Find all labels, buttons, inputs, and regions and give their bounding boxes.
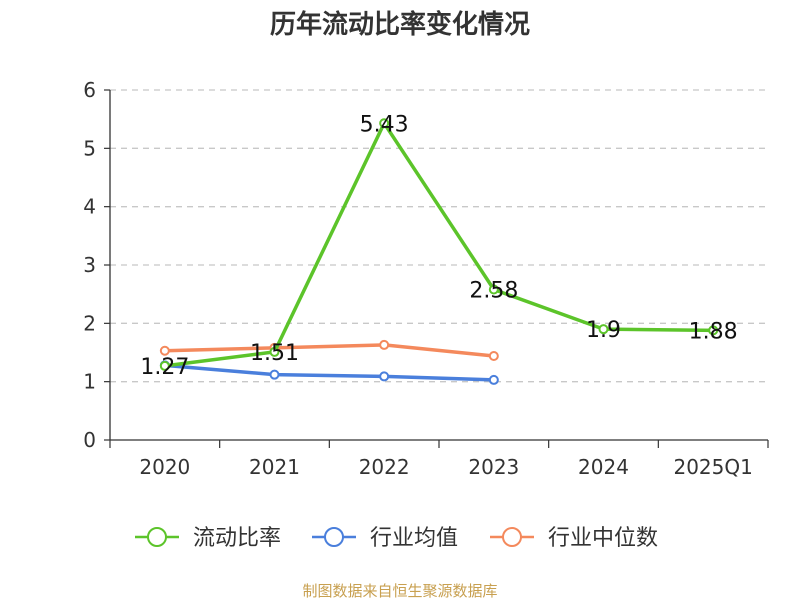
- source-note: 制图数据来自恒生聚源数据库: [302, 582, 497, 600]
- legend-marker: [324, 527, 344, 547]
- data-label: 5.43: [360, 112, 409, 137]
- x-tick-label: 2021: [249, 455, 300, 479]
- chart-title: 历年流动比率变化情况: [270, 9, 530, 40]
- data-point: [488, 374, 499, 385]
- x-tick-label: 2020: [139, 455, 190, 479]
- x-tick-label: 2024: [578, 455, 629, 479]
- y-tick-label: 4: [83, 195, 96, 219]
- y-tick-label: 2: [83, 311, 96, 335]
- data-point: [708, 325, 719, 336]
- x-tick-label: 2023: [468, 455, 519, 479]
- data-point: [159, 345, 170, 356]
- data-point: [379, 339, 390, 350]
- data-point: [598, 324, 609, 335]
- legend-label: 流动比率: [193, 526, 281, 551]
- data-label: 2.58: [469, 279, 518, 304]
- data-label: 1.51: [250, 341, 299, 366]
- series-line: [164, 363, 494, 382]
- data-point: [269, 369, 280, 380]
- data-label: 1.27: [140, 355, 189, 380]
- legend-marker: [147, 527, 167, 547]
- y-tick-label: 1: [83, 370, 96, 394]
- data-point: [379, 118, 390, 129]
- y-tick-label: 3: [83, 253, 96, 277]
- data-label: 1.9: [586, 318, 621, 343]
- data-label: 1.88: [689, 319, 738, 344]
- data-point: [269, 346, 280, 357]
- y-tick-label: 0: [83, 428, 96, 452]
- series-line: [164, 121, 714, 368]
- legend-marker: [502, 527, 522, 547]
- x-tick-label: 2022: [359, 455, 410, 479]
- y-tick-label: 6: [83, 78, 96, 102]
- legend-label: 行业均值: [370, 526, 458, 551]
- y-tick-label: 5: [83, 136, 96, 160]
- series-line: [164, 343, 495, 358]
- data-point: [488, 351, 499, 361]
- data-point: [488, 284, 499, 295]
- data-point: [379, 371, 390, 382]
- x-tick-label: 2025Q1: [673, 455, 752, 479]
- data-point: [159, 360, 170, 371]
- legend-label: 行业中位数: [548, 526, 658, 551]
